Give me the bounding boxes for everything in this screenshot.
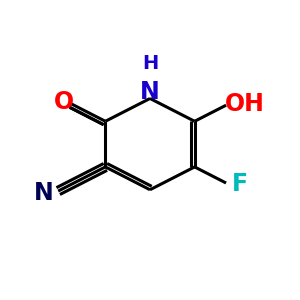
Text: H: H xyxy=(142,54,158,74)
Text: N: N xyxy=(34,181,54,205)
Text: OH: OH xyxy=(224,92,264,116)
Text: O: O xyxy=(54,89,74,113)
Text: F: F xyxy=(232,172,248,196)
Text: N: N xyxy=(140,80,160,104)
